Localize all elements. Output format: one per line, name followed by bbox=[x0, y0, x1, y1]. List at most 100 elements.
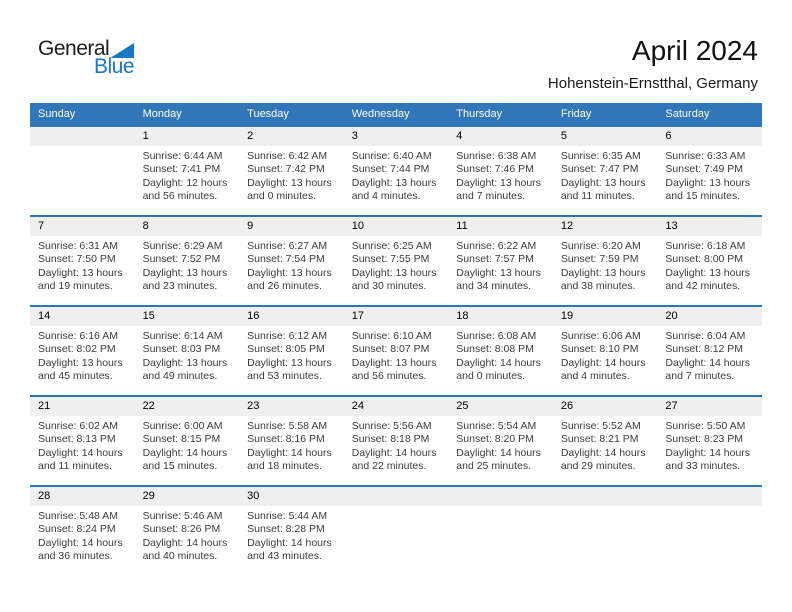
calendar-day-cell: 20 Sunrise: 6:04 AM Sunset: 8:12 PM Dayligh… bbox=[657, 307, 762, 395]
daylight-text-line2: and 0 minutes. bbox=[456, 370, 526, 383]
day-number: 15 bbox=[134, 307, 240, 326]
daylight-text-line1: Daylight: 13 hours bbox=[456, 176, 541, 189]
sunrise-text: Sunrise: 6:10 AM bbox=[351, 330, 432, 342]
day-number: 8 bbox=[134, 217, 240, 236]
daylight-text-line1: Daylight: 13 hours bbox=[665, 266, 751, 279]
calendar-day-cell: 18 Sunrise: 6:08 AM Sunset: 8:08 PM Dayligh… bbox=[448, 307, 553, 395]
calendar-table: Sunday Monday Tuesday Wednesday Thursday Frid… bbox=[30, 103, 762, 575]
day-number: 25 bbox=[448, 397, 553, 416]
daylight-text-line1: Daylight: 14 hours bbox=[38, 446, 123, 459]
daylight-text-line2: and 38 minutes. bbox=[560, 280, 636, 293]
sunrise-text: Sunrise: 5:56 AM bbox=[351, 420, 432, 432]
calendar-empty-cell bbox=[448, 487, 553, 575]
calendar-day-cell: 8 Sunrise: 6:29 AM Sunset: 7:52 PM Daylight… bbox=[134, 217, 240, 305]
daylight-text-line1: Daylight: 14 hours bbox=[351, 446, 437, 459]
daylight-text-line1: Daylight: 13 hours bbox=[351, 176, 437, 189]
daylight-text-line2: and 18 minutes. bbox=[247, 460, 322, 473]
daylight-text-line1: Daylight: 13 hours bbox=[560, 266, 646, 279]
calendar-weeks: 1 Sunrise: 6:44 AM Sunset: 7:41 PM Daylight… bbox=[30, 125, 762, 575]
day-details: Sunrise: 5:46 AM Sunset: 8:26 PM Daylight:… bbox=[135, 506, 240, 564]
day-details bbox=[553, 506, 658, 510]
sunset-text: Sunset: 7:50 PM bbox=[38, 253, 116, 266]
day-details: Sunrise: 6:44 AM Sunset: 7:41 PM Daylight:… bbox=[135, 146, 240, 204]
sunset-text: Sunset: 7:55 PM bbox=[351, 253, 430, 266]
sunset-text: Sunset: 8:20 PM bbox=[456, 433, 534, 446]
day-number: 21 bbox=[30, 397, 135, 416]
day-details: Sunrise: 6:40 AM Sunset: 7:44 PM Daylight:… bbox=[344, 146, 449, 204]
daylight-text-line2: and 11 minutes. bbox=[38, 460, 112, 473]
day-of-week-header-row: Sunday Monday Tuesday Wednesday Thursday Frid… bbox=[30, 103, 762, 125]
day-number: 26 bbox=[552, 397, 658, 416]
day-details: Sunrise: 5:44 AM Sunset: 8:28 PM Daylight:… bbox=[239, 506, 344, 564]
calendar-day-cell: 22 Sunrise: 6:00 AM Sunset: 8:15 PM Dayligh… bbox=[134, 397, 240, 485]
sunset-text: Sunset: 8:05 PM bbox=[247, 343, 325, 356]
day-header-thursday: Thursday bbox=[456, 108, 503, 120]
daylight-text-line2: and 45 minutes. bbox=[38, 370, 113, 383]
calendar-empty-cell bbox=[30, 127, 135, 215]
daylight-text-line2: and 49 minutes. bbox=[142, 370, 218, 383]
sunrise-text: Sunrise: 6:16 AM bbox=[38, 330, 118, 342]
sunset-text: Sunset: 7:42 PM bbox=[247, 163, 325, 176]
sunset-text: Sunset: 8:24 PM bbox=[38, 523, 116, 536]
sunrise-text: Sunrise: 6:04 AM bbox=[665, 330, 746, 342]
sunset-text: Sunset: 8:28 PM bbox=[247, 523, 325, 536]
sunrise-text: Sunrise: 6:42 AM bbox=[247, 150, 328, 162]
logo-text-blue: Blue bbox=[93, 55, 135, 78]
page-title: April 2024 bbox=[631, 35, 758, 66]
location-subtitle: Hohenstein-Ernstthal, Germany bbox=[547, 75, 758, 92]
calendar-day-cell: 1 Sunrise: 6:44 AM Sunset: 7:41 PM Daylight… bbox=[134, 127, 240, 215]
day-header-saturday: Saturday bbox=[665, 108, 710, 120]
day-details: Sunrise: 6:20 AM Sunset: 7:59 PM Daylight:… bbox=[553, 236, 658, 294]
day-details: Sunrise: 6:12 AM Sunset: 8:05 PM Daylight:… bbox=[239, 326, 344, 384]
day-details: Sunrise: 6:02 AM Sunset: 8:13 PM Daylight:… bbox=[30, 416, 135, 474]
daylight-text-line2: and 11 minutes. bbox=[560, 190, 635, 203]
calendar-empty-cell bbox=[343, 487, 449, 575]
sunset-text: Sunset: 8:00 PM bbox=[665, 253, 744, 266]
sunset-text: Sunset: 7:47 PM bbox=[560, 163, 639, 176]
logo-text-general: General bbox=[38, 37, 110, 60]
sunset-text: Sunset: 8:08 PM bbox=[456, 343, 534, 356]
sunrise-text: Sunrise: 6:18 AM bbox=[665, 240, 746, 252]
day-details bbox=[657, 506, 762, 510]
sunset-text: Sunset: 8:12 PM bbox=[665, 343, 744, 356]
daylight-text-line1: Daylight: 13 hours bbox=[351, 266, 437, 279]
sunset-text: Sunset: 7:54 PM bbox=[247, 253, 325, 266]
daylight-text-line1: Daylight: 14 hours bbox=[456, 446, 541, 459]
day-details: Sunrise: 5:56 AM Sunset: 8:18 PM Daylight:… bbox=[344, 416, 449, 474]
daylight-text-line2: and 25 minutes. bbox=[456, 460, 531, 473]
sunrise-text: Sunrise: 6:02 AM bbox=[38, 420, 118, 432]
daylight-text-line2: and 42 minutes. bbox=[665, 280, 741, 293]
day-number: 9 bbox=[239, 217, 344, 236]
calendar-day-cell: 2 Sunrise: 6:42 AM Sunset: 7:42 PM Daylight… bbox=[239, 127, 344, 215]
sunset-text: Sunset: 7:59 PM bbox=[560, 253, 639, 266]
daylight-text-line1: Daylight: 14 hours bbox=[560, 356, 646, 369]
daylight-text-line2: and 34 minutes. bbox=[456, 280, 531, 293]
day-details bbox=[448, 506, 553, 510]
sunrise-text: Sunrise: 5:46 AM bbox=[142, 510, 223, 522]
day-number: 27 bbox=[657, 397, 762, 416]
day-details: Sunrise: 6:04 AM Sunset: 8:12 PM Daylight:… bbox=[657, 326, 762, 384]
day-number: 13 bbox=[657, 217, 762, 236]
sunset-text: Sunset: 8:02 PM bbox=[38, 343, 116, 356]
sunset-text: Sunset: 8:13 PM bbox=[38, 433, 116, 446]
sunrise-text: Sunrise: 5:52 AM bbox=[560, 420, 641, 432]
sunset-text: Sunset: 7:49 PM bbox=[665, 163, 744, 176]
sunset-text: Sunset: 7:52 PM bbox=[142, 253, 221, 266]
day-number bbox=[657, 487, 762, 506]
day-details: Sunrise: 6:08 AM Sunset: 8:08 PM Daylight:… bbox=[448, 326, 553, 384]
calendar-day-cell: 4 Sunrise: 6:38 AM Sunset: 7:46 PM Daylight… bbox=[448, 127, 553, 215]
daylight-text-line2: and 56 minutes. bbox=[142, 190, 218, 203]
day-number: 19 bbox=[552, 307, 658, 326]
day-details: Sunrise: 5:54 AM Sunset: 8:20 PM Daylight:… bbox=[448, 416, 553, 474]
day-details: Sunrise: 5:58 AM Sunset: 8:16 PM Daylight:… bbox=[239, 416, 344, 474]
day-number: 11 bbox=[448, 217, 553, 236]
calendar-day-cell: 10 Sunrise: 6:25 AM Sunset: 7:55 PM Dayligh… bbox=[343, 217, 449, 305]
calendar-day-cell: 3 Sunrise: 6:40 AM Sunset: 7:44 PM Daylight… bbox=[343, 127, 449, 215]
calendar-day-cell: 24 Sunrise: 5:56 AM Sunset: 8:18 PM Dayligh… bbox=[343, 397, 449, 485]
sunrise-text: Sunrise: 6:12 AM bbox=[247, 330, 328, 342]
sunrise-text: Sunrise: 6:08 AM bbox=[456, 330, 537, 342]
day-details: Sunrise: 5:52 AM Sunset: 8:21 PM Daylight:… bbox=[553, 416, 658, 474]
calendar-day-cell: 13 Sunrise: 6:18 AM Sunset: 8:00 PM Dayligh… bbox=[657, 217, 762, 305]
calendar-day-cell: 5 Sunrise: 6:35 AM Sunset: 7:47 PM Daylight… bbox=[552, 127, 658, 215]
